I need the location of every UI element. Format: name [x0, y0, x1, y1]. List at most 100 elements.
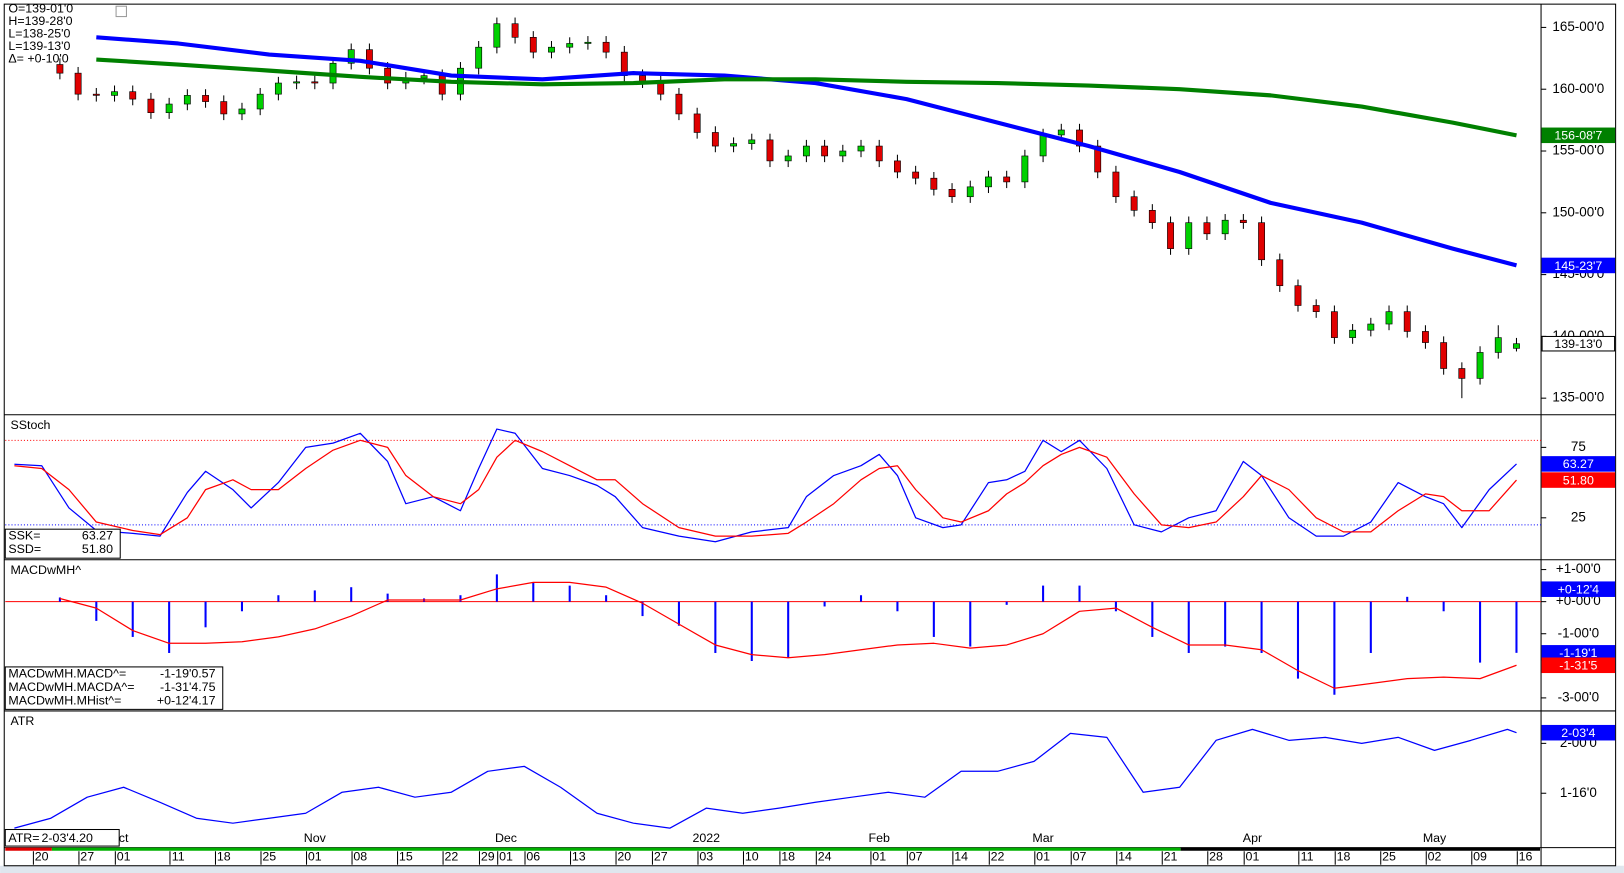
candle-body — [1385, 311, 1393, 325]
x-tick-label: 22 — [444, 850, 458, 864]
candle-body — [748, 139, 756, 144]
x-tick-label: 01 — [308, 850, 322, 864]
y-tick-label: -1-00'0 — [1558, 625, 1599, 640]
value-tag-label: 145-23'7 — [1554, 259, 1602, 273]
value-tag-label: 63.27 — [1563, 457, 1594, 471]
panel-title: ATR — [10, 714, 34, 728]
series-line — [14, 728, 1517, 829]
y-tick-label: 165-00'0 — [1552, 19, 1604, 34]
x-tick-label: 27 — [654, 850, 668, 864]
candle-body — [111, 91, 118, 96]
candle-body — [1476, 352, 1484, 379]
frame — [3, 3, 1617, 867]
legend-name: MACDwMH.MACD^= — [8, 666, 126, 680]
candle-body — [802, 145, 810, 157]
x-tick-label: 03 — [699, 850, 713, 864]
candle-body — [438, 75, 446, 95]
y-tick-label: 135-00'0 — [1552, 390, 1604, 405]
x-tick-label: 18 — [1337, 850, 1351, 864]
x-tick-label: 11 — [1301, 850, 1314, 864]
x-tick-label: 01 — [499, 850, 513, 864]
candle-body — [821, 145, 829, 157]
legend-name: SSD= — [8, 542, 41, 556]
x-tick-label: 01 — [872, 850, 886, 864]
month-label: Nov — [304, 831, 327, 845]
value-tag — [1541, 456, 1616, 472]
month-label: Feb — [869, 831, 890, 845]
panel-title: MACDwMH^ — [10, 563, 81, 577]
candle-body — [1422, 331, 1429, 343]
candle-body — [183, 95, 191, 105]
candle-body — [1403, 311, 1411, 332]
x-tick-label: 25 — [1382, 850, 1396, 864]
candle-body — [766, 139, 774, 162]
candle-body — [1494, 337, 1502, 353]
x-tick-label: 14 — [954, 850, 968, 864]
legend-name: SSK= — [8, 529, 40, 543]
y-tick-label: -3-00'0 — [1558, 689, 1599, 704]
candle-body — [912, 171, 920, 179]
candle-body — [220, 101, 228, 115]
x-tick-label: 08 — [353, 850, 367, 864]
candle-body — [202, 95, 209, 102]
x-tick-label: 01 — [117, 850, 131, 864]
legend-value: -1-31'4.75 — [160, 680, 216, 694]
candle-body — [256, 93, 264, 110]
candle-body — [493, 23, 501, 48]
candle-body — [948, 189, 956, 198]
candle-body — [548, 46, 555, 53]
legend-value: 2-03'4.20 — [42, 831, 93, 845]
candle-body — [293, 81, 301, 84]
month-label: Mar — [1032, 831, 1053, 845]
y-tick-label: 25 — [1571, 509, 1586, 524]
candle-body — [147, 98, 155, 114]
series-line — [59, 581, 1517, 689]
last-price-tag — [1541, 335, 1616, 352]
candle-body — [1294, 285, 1302, 306]
candle-body — [784, 155, 792, 162]
x-tick-label: 24 — [818, 850, 832, 864]
candle-body — [475, 46, 483, 69]
value-tag-label: +0-12'4 — [1558, 583, 1599, 597]
footer-strip — [0, 865, 1624, 873]
candle-body — [875, 145, 883, 162]
candle-body — [602, 41, 610, 53]
candle-body — [238, 108, 246, 115]
ohlc-readout: Δ= +0-10'0 — [8, 51, 68, 65]
legend-value: 51.80 — [82, 542, 113, 556]
value-tag — [1541, 581, 1616, 597]
value-tag — [1541, 472, 1616, 488]
x-tick-label: 10 — [745, 850, 759, 864]
last-price-tag-label: 139-13'0 — [1554, 337, 1602, 351]
panel-icon[interactable] — [115, 5, 127, 18]
candle-body — [1440, 342, 1448, 369]
candle-body — [92, 93, 100, 96]
candle-body — [1276, 259, 1284, 287]
y-tick-label: 160-00'0 — [1552, 81, 1604, 96]
month-label: Apr — [1243, 831, 1262, 845]
candle-body — [711, 132, 719, 147]
candle-body — [311, 81, 319, 84]
candle-body — [1185, 222, 1193, 249]
candle-body — [675, 93, 683, 115]
candle-body — [1021, 155, 1029, 183]
candle-body — [56, 64, 64, 74]
x-tick-label: 29 — [481, 850, 495, 864]
candle-body — [894, 160, 901, 173]
candle-body — [347, 49, 355, 64]
candle-body — [930, 177, 938, 190]
x-tick-label: 09 — [1473, 850, 1487, 864]
x-tick-label: 14 — [1118, 850, 1132, 864]
ohlc-readout: O=139-01'0 — [8, 2, 73, 16]
x-tick-label: 01 — [1036, 850, 1050, 864]
legend-box — [4, 666, 224, 710]
candle-body — [966, 186, 974, 198]
candle-body — [1367, 323, 1375, 331]
candle-body — [566, 43, 574, 48]
candle-body — [839, 150, 847, 157]
value-tag — [1541, 257, 1616, 274]
candle-body — [1258, 222, 1265, 261]
y-tick-label: 75 — [1571, 439, 1586, 454]
legend-name: MACDwMH.MHist^= — [8, 693, 121, 707]
